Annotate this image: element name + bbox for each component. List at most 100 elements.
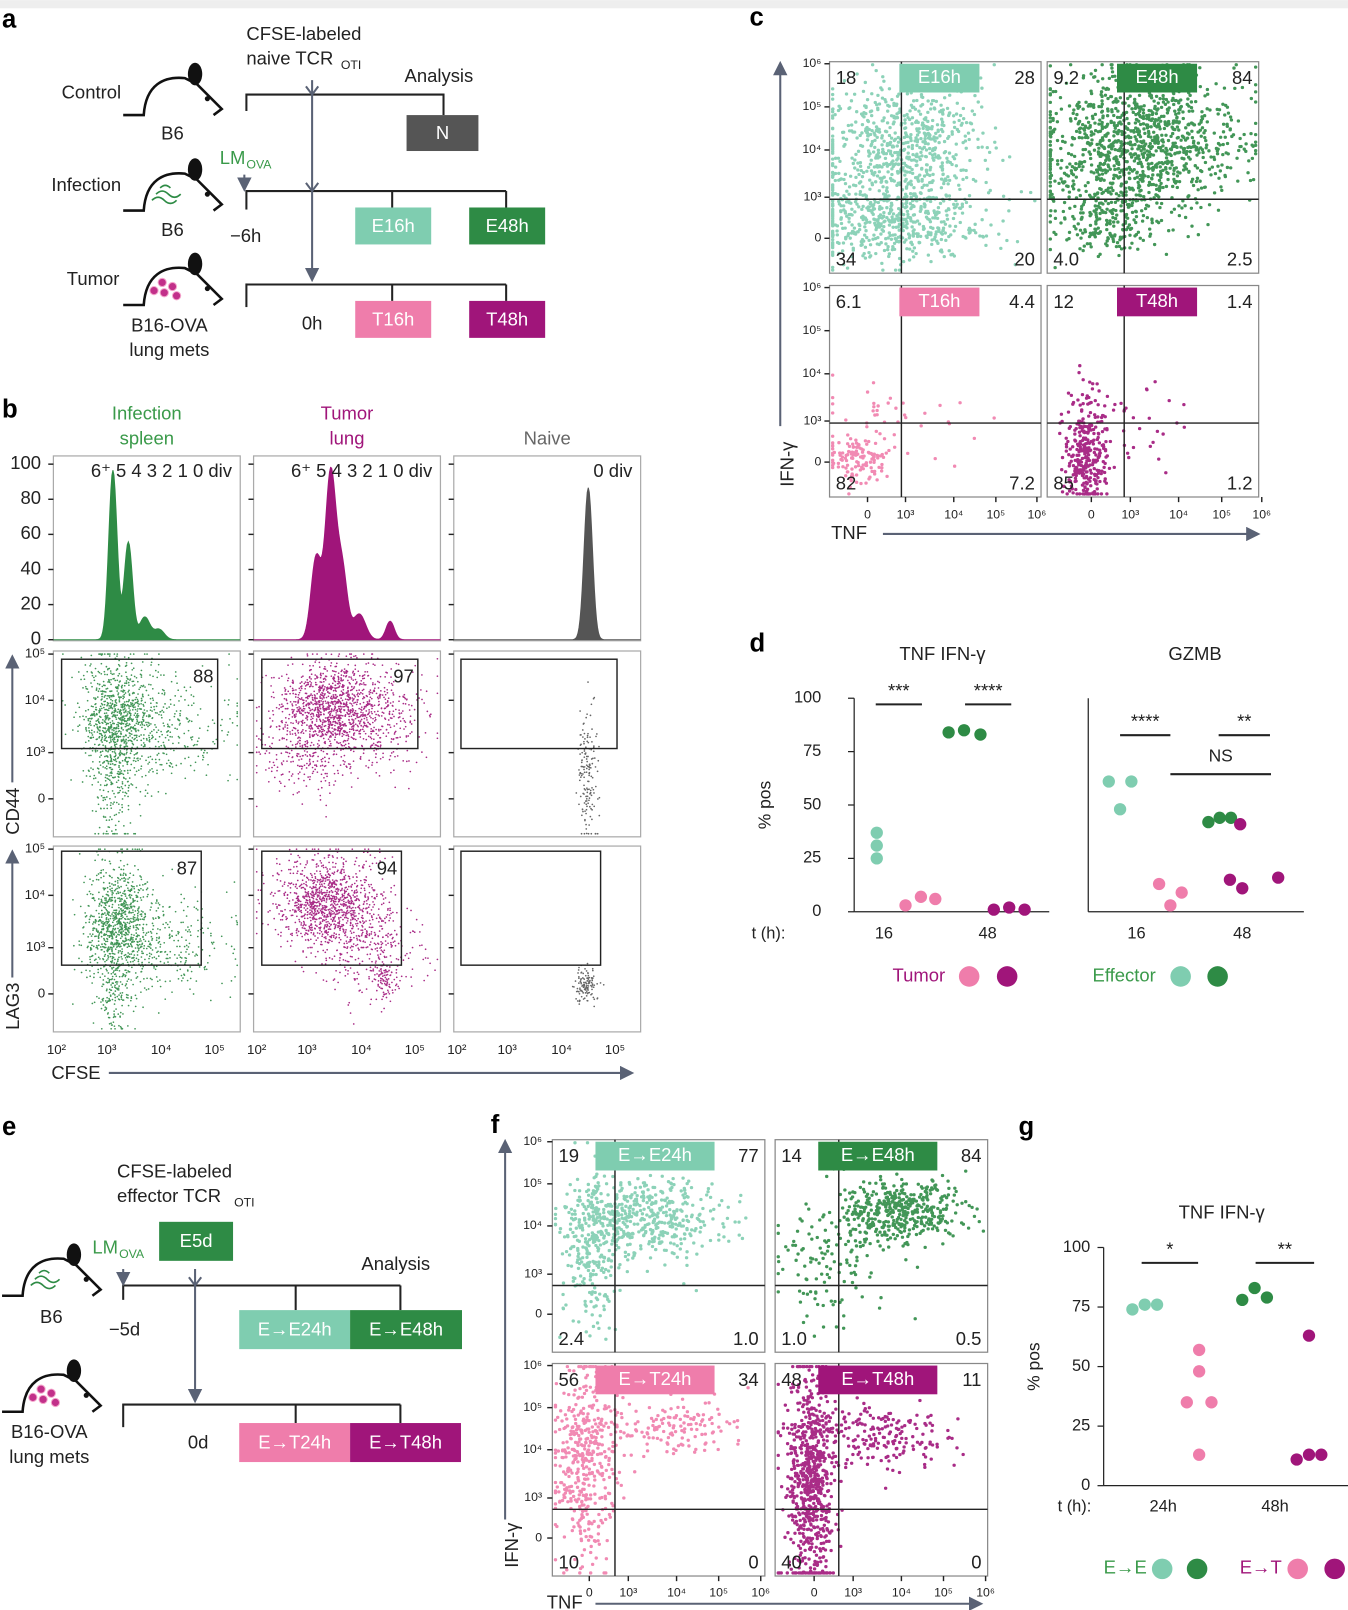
mouse-eye	[83, 1276, 89, 1282]
y-tick-label: 10⁶	[803, 280, 822, 294]
x-tick-label: 10⁵	[1212, 508, 1231, 522]
data-point	[1213, 811, 1226, 824]
sample-tag-label: T16h	[918, 290, 960, 311]
x-tick-label: 10³	[844, 1586, 862, 1600]
histogram	[53, 470, 241, 641]
group-box	[469, 300, 546, 338]
legend-swatch	[1170, 966, 1191, 987]
quadrant-value: 34	[836, 249, 857, 270]
label: CFSE-labeled	[246, 23, 361, 44]
label: 0d	[188, 1431, 209, 1452]
gate	[261, 850, 403, 966]
x-axis-label: t (h):	[1058, 1498, 1092, 1516]
significance-label: **	[1237, 711, 1251, 732]
histogram	[453, 487, 641, 641]
event-cloud	[553, 1364, 750, 1575]
mouse-ear	[187, 158, 203, 181]
data-point	[1152, 877, 1166, 891]
label: 0 div	[593, 460, 633, 481]
group-box	[350, 1310, 462, 1350]
y-tick-label: 0	[31, 628, 41, 649]
panel-letter: d	[749, 630, 765, 658]
label: −5d	[109, 1319, 140, 1340]
x-tick-label: 10⁴	[892, 1586, 911, 1600]
y-tick-label: 10⁴	[523, 1442, 542, 1456]
label: B6	[40, 1306, 63, 1327]
plot-frame	[774, 1139, 989, 1353]
quadrant-value: 85	[1053, 473, 1074, 494]
plot-frame	[453, 650, 642, 838]
y-tick-label: 10⁴	[25, 887, 46, 902]
label: naive TCR	[246, 48, 333, 69]
label: LM	[92, 1236, 118, 1257]
label: Control	[62, 81, 122, 102]
label: lung	[330, 427, 365, 448]
data-point	[1260, 1291, 1274, 1304]
sample-tag	[899, 287, 980, 317]
x-tick-label: 10³	[1121, 508, 1139, 522]
gate	[460, 658, 618, 750]
mouse-eye	[204, 286, 210, 292]
event-cloud	[553, 1141, 748, 1341]
quadrant-value: 4.0	[1053, 249, 1079, 270]
y-tick-label: 10³	[26, 939, 46, 954]
plot-frame	[551, 1139, 766, 1353]
group-box	[239, 1310, 351, 1350]
sample-tag	[818, 1141, 938, 1171]
y-tick-label: 10⁶	[803, 56, 822, 70]
label: Tumor	[321, 403, 374, 424]
event-cloud	[71, 848, 239, 1030]
plot-frame	[453, 455, 642, 642]
label: IFN-γ	[776, 441, 797, 487]
data-point	[1126, 1303, 1139, 1316]
data-point	[899, 899, 912, 912]
quadrant-value: 9.2	[1053, 67, 1079, 88]
y-tick-label: 10³	[524, 1266, 542, 1280]
data-point	[1202, 815, 1215, 829]
group-box	[350, 1423, 461, 1463]
plot-frame	[52, 455, 241, 642]
quadrant-value: 40	[781, 1552, 802, 1573]
plot-frame	[828, 284, 1042, 498]
panel-letter: a	[2, 5, 17, 33]
event-cloud	[575, 681, 601, 835]
box-label: E→E24h	[258, 1319, 332, 1340]
plot-frame	[551, 1362, 766, 1577]
y-tick-label: 0	[38, 985, 45, 1000]
data-point	[1302, 1448, 1316, 1461]
quadrant-value: 34	[738, 1369, 759, 1390]
group-box	[355, 207, 432, 245]
quadrant-value: 84	[961, 1145, 982, 1166]
data-point	[974, 728, 987, 741]
data-point	[987, 903, 1000, 916]
sample-tag	[899, 63, 980, 93]
event-cloud	[1058, 364, 1186, 496]
y-tick-label: 10⁵	[523, 1176, 542, 1190]
x-tick-label: 48h	[1261, 1498, 1288, 1516]
x-tick-label: 10⁵	[709, 1586, 728, 1600]
label: OVA	[246, 158, 272, 172]
mouse-ear	[187, 62, 203, 86]
box-label: E→T48h	[369, 1431, 442, 1452]
significance-label: *	[1166, 1238, 1173, 1259]
y-tick-label: 10⁵	[803, 323, 822, 337]
y-tick-label: 0	[814, 231, 821, 245]
box-label: E5d	[180, 1230, 213, 1251]
tumor-nodule	[36, 1384, 46, 1394]
sample-tag-label: E→E24h	[618, 1144, 692, 1165]
y-tick-label: 10³	[524, 1490, 542, 1504]
x-axis-label: t (h):	[752, 925, 786, 943]
tumor-nodule	[157, 277, 167, 288]
group-box	[355, 300, 432, 338]
y-tick-label: 50	[1072, 1357, 1090, 1375]
y-tick-label: 10⁴	[25, 692, 46, 707]
data-point	[870, 852, 883, 865]
data-point	[1192, 1365, 1206, 1378]
data-point	[1003, 901, 1016, 914]
y-tick-label: 75	[1072, 1297, 1090, 1315]
y-tick-label: 50	[803, 795, 821, 813]
arrowhead	[305, 182, 320, 193]
quadrant-value: 0.5	[956, 1328, 982, 1349]
tumor-nodule	[171, 291, 182, 301]
chart-title: TNF IFN-γ	[1179, 1201, 1266, 1222]
